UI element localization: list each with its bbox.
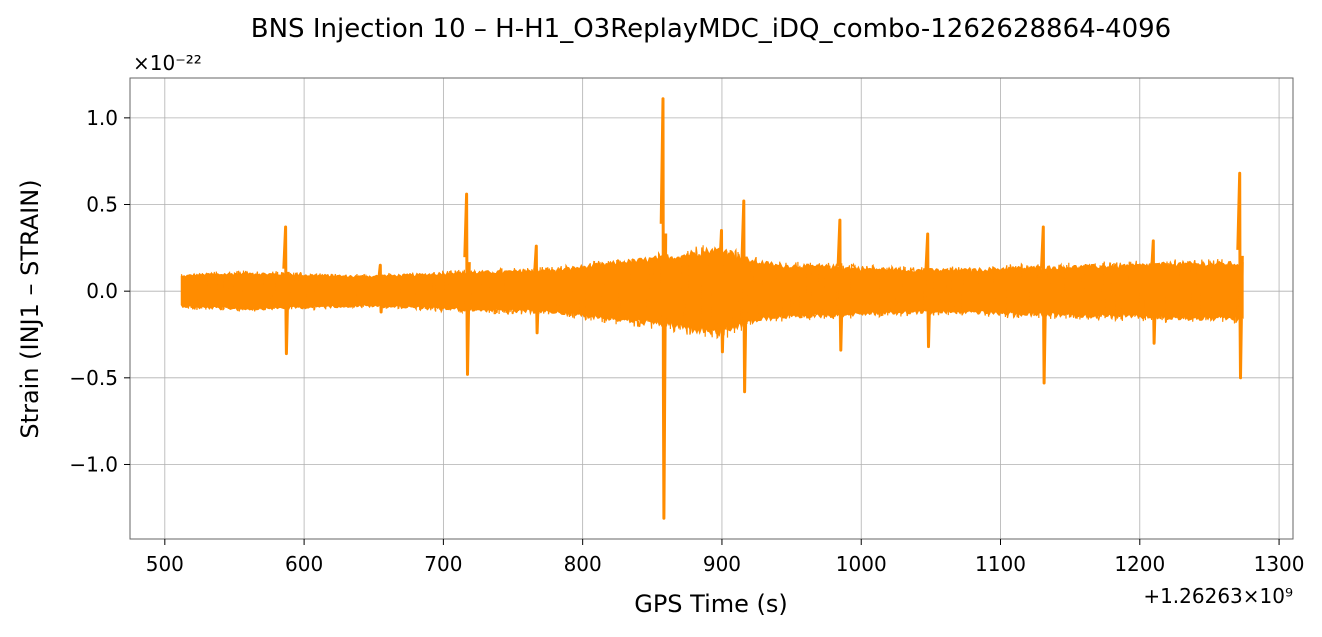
- y-axis-label: Strain (INJ1 – STRAIN): [16, 179, 44, 438]
- y-tick-label: 0.5: [86, 193, 118, 217]
- y-tick-label: 0.0: [86, 279, 118, 303]
- strain-line: [180, 244, 1244, 340]
- x-tick-label: 500: [146, 552, 184, 576]
- chart-title: BNS Injection 10 – H-H1_O3ReplayMDC_iDQ_…: [251, 14, 1171, 44]
- x-tick-label: 800: [564, 552, 602, 576]
- strain-spike: [718, 229, 726, 354]
- y-axis-ticks: −1.0 −0.5 0.0 0.5 1.0: [69, 106, 130, 476]
- y-tick-label: −1.0: [69, 452, 118, 476]
- x-tick-label: 700: [424, 552, 462, 576]
- strain-spike: [659, 97, 668, 520]
- x-tick-label: 1000: [836, 552, 887, 576]
- x-tick-label: 1200: [1114, 552, 1165, 576]
- plot-frame: [129, 77, 1294, 540]
- x-tick-label: 1100: [975, 552, 1026, 576]
- y-scale-label: ×10⁻²²: [133, 51, 202, 75]
- x-tick-label: 600: [285, 552, 323, 576]
- series-line: [180, 97, 1244, 520]
- strain-spike: [463, 192, 471, 376]
- x-axis-label: GPS Time (s): [634, 590, 788, 618]
- strain-spike: [1040, 225, 1048, 385]
- strain-spike: [740, 199, 748, 394]
- strain-spike: [282, 225, 290, 356]
- x-axis-ticks: 500 600 700 800 900 1000 1100 1200 1300: [146, 539, 1305, 576]
- strain-spike: [1236, 171, 1244, 380]
- strain-spike: [377, 263, 385, 314]
- x-tick-label: 1300: [1254, 552, 1305, 576]
- strain-spike: [533, 244, 541, 335]
- y-tick-label: 1.0: [86, 106, 118, 130]
- strain-spike: [1150, 239, 1158, 345]
- strain-spike: [836, 218, 845, 352]
- y-tick-label: −0.5: [69, 366, 118, 390]
- strain-spike: [924, 232, 932, 349]
- x-tick-label: 900: [703, 552, 741, 576]
- x-offset-label: +1.26263×10⁹: [1143, 584, 1293, 608]
